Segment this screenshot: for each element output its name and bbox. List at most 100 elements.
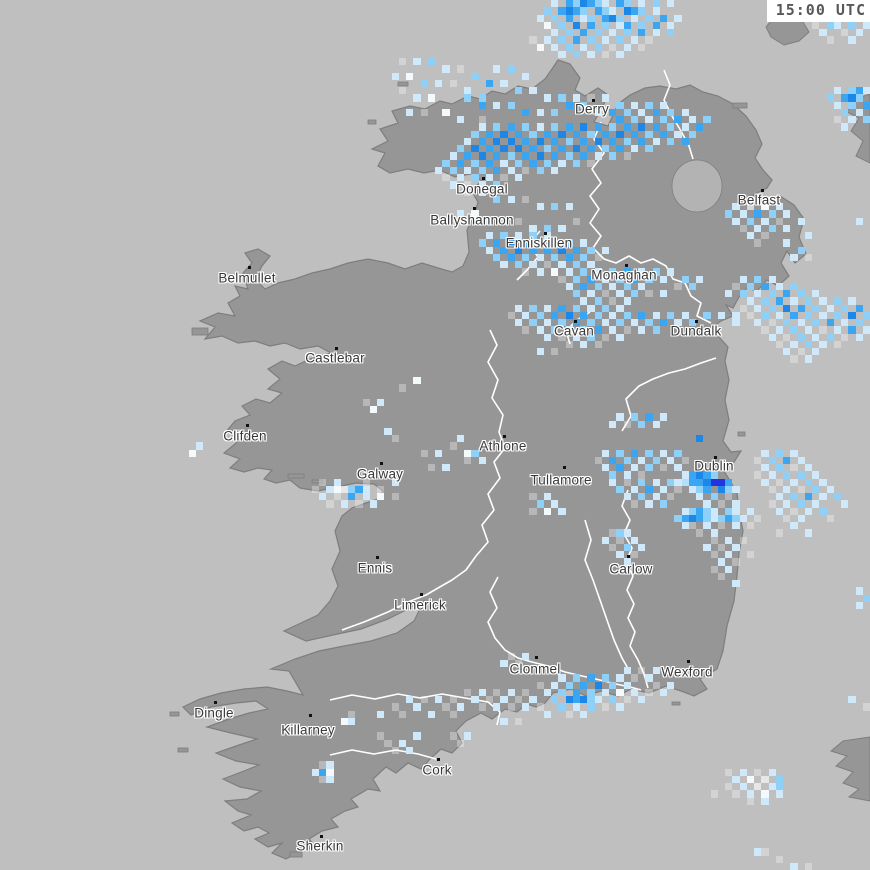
precip-cell (652, 311, 660, 320)
precip-cell (529, 304, 537, 312)
precip-cell (565, 268, 573, 276)
precip-cell (667, 0, 675, 8)
precip-cell (536, 203, 544, 211)
precip-cell (522, 652, 530, 660)
precip-cell (500, 145, 508, 153)
precip-cell (812, 304, 820, 312)
precip-cell (565, 340, 573, 349)
precip-cell (369, 406, 378, 414)
precip-cell (638, 282, 646, 291)
precip-cell (587, 696, 595, 704)
precip-cell (775, 203, 784, 211)
precip-cell (529, 696, 537, 704)
precip-cell (609, 14, 617, 22)
precip-cell (456, 116, 465, 124)
precip-cell (862, 21, 870, 30)
precip-cell (739, 768, 747, 776)
precip-cell (623, 326, 631, 334)
precip-cell (572, 21, 581, 30)
precip-cell (485, 159, 494, 167)
precip-cell (529, 493, 537, 501)
precip-cell (833, 311, 842, 320)
precip-cell (587, 688, 595, 697)
precip-cell (783, 210, 791, 218)
precip-cell (601, 319, 610, 327)
precip-cell (775, 326, 784, 334)
precip-cell (449, 181, 457, 189)
precip-cell (587, 674, 595, 682)
precip-cell (790, 449, 798, 457)
precip-cell (681, 478, 689, 486)
precip-cell (768, 319, 776, 327)
precip-cell (478, 94, 486, 102)
city-label: Belfast (737, 192, 781, 208)
precip-cell (623, 0, 631, 8)
precip-cell (732, 507, 740, 515)
precip-cell (826, 333, 834, 341)
precip-cell (630, 551, 639, 559)
precip-cell (775, 775, 784, 784)
precip-cell (688, 507, 697, 515)
precip-cell (609, 282, 617, 291)
precip-cell (594, 152, 602, 160)
precip-cell (754, 848, 762, 856)
precip-cell (754, 304, 762, 312)
precip-cell (667, 456, 675, 465)
precip-cell (572, 50, 581, 59)
island-shape (289, 851, 303, 858)
precip-cell (514, 174, 523, 182)
precip-cell (768, 275, 776, 283)
precip-cell (848, 311, 856, 320)
precip-cell (696, 493, 704, 501)
precip-cell (456, 145, 465, 153)
precip-cell (652, 21, 660, 30)
precip-cell (529, 130, 537, 138)
precip-cell (645, 116, 653, 124)
precip-cell (783, 348, 791, 356)
precip-cell (797, 246, 805, 254)
precip-cell (587, 36, 595, 44)
precip-cell (616, 464, 624, 472)
precip-cell (580, 239, 588, 247)
precip-cell (739, 210, 747, 218)
precip-cell (609, 108, 617, 117)
precip-cell (775, 311, 784, 320)
precip-cell (841, 304, 849, 312)
precip-cell (601, 145, 610, 153)
precip-cell (616, 145, 624, 153)
precip-cell (493, 137, 501, 146)
precip-cell (667, 29, 675, 37)
precip-cell (551, 123, 559, 131)
precip-cell (609, 326, 617, 334)
precip-cell (464, 181, 472, 189)
precip-cell (819, 340, 827, 349)
precip-cell (703, 311, 711, 320)
precip-cell (732, 500, 740, 508)
precip-cell (514, 717, 523, 726)
precip-cell (630, 116, 639, 124)
precip-cell (391, 703, 399, 711)
precip-cell (667, 123, 675, 131)
precip-cell (638, 0, 646, 8)
precip-cell (522, 268, 530, 276)
precip-cell (696, 471, 704, 479)
precip-cell (623, 456, 631, 465)
precip-cell (710, 471, 718, 479)
precip-cell (848, 36, 856, 44)
precip-cell (420, 449, 428, 457)
precip-cell (471, 130, 479, 138)
precip-cell (674, 478, 682, 486)
precip-cell (377, 493, 385, 501)
precip-cell (507, 311, 515, 320)
precip-cell (507, 137, 515, 146)
city-label: Donegal (456, 181, 508, 197)
precip-cell (565, 14, 573, 22)
precip-cell (601, 130, 610, 138)
precip-cell (775, 783, 784, 791)
precip-cell (746, 775, 755, 784)
precip-cell (761, 449, 769, 457)
precip-cell (681, 137, 689, 146)
precip-cell (855, 304, 863, 312)
